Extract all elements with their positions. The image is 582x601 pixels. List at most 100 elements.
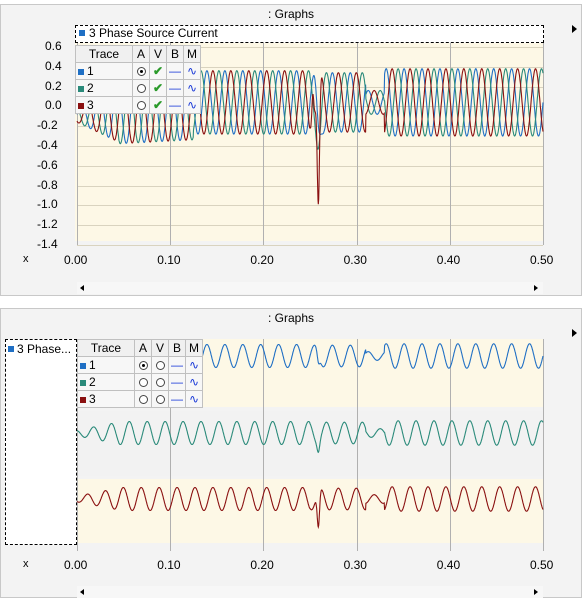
x-tick-label: 0.00 <box>64 558 88 572</box>
grid-line-h <box>77 185 543 187</box>
wave-icon[interactable]: ∿ <box>186 98 198 112</box>
grid-line-h <box>77 205 543 207</box>
trace-color-swatch <box>80 379 86 386</box>
trace-label: 1 <box>89 358 96 372</box>
grid-line-h <box>77 47 543 48</box>
y-tick-label: -0.2 <box>37 118 58 133</box>
phase-2-strip-trace <box>76 420 544 454</box>
trace-row[interactable]: 3 ✔ — ∿ <box>75 96 201 114</box>
x-axis-label: x <box>23 558 29 570</box>
x-tick-label: 0.40 <box>436 558 461 572</box>
trace-label: 3 <box>89 392 96 406</box>
trace-row[interactable]: 1 ✔ — ∿ <box>75 62 201 80</box>
trace-table: Trace A V B M 1 — ∿ 2 — ∿ 3 — ∿ <box>77 339 203 408</box>
scroll-left-icon[interactable] <box>80 589 84 595</box>
dash-icon[interactable]: — <box>169 64 181 78</box>
legend-title[interactable]: 3 Phase Source Current <box>89 26 218 40</box>
horizontal-scrollbar[interactable] <box>77 586 543 598</box>
a-header: A <box>134 339 152 357</box>
y-tick-label: 0.4 <box>45 58 62 73</box>
horizontal-scrollbar[interactable] <box>77 282 543 294</box>
trace-label: 2 <box>87 81 94 95</box>
trace-table: Trace A V B M 1 ✔ — ∿ 2 ✔ — ∿ 3 ✔ — ∿ <box>75 45 201 114</box>
y-tick-label: 0.2 <box>45 78 62 93</box>
x-tick-label: 0.00 <box>64 253 88 267</box>
x-tick-label: 0.10 <box>157 253 181 267</box>
b-header: B <box>168 339 186 357</box>
grid-line-v <box>356 43 358 245</box>
y-tick-label: -1.2 <box>37 217 58 232</box>
visible-radio[interactable] <box>155 395 165 405</box>
active-radio[interactable] <box>138 361 148 371</box>
trace-header: Trace <box>77 339 135 357</box>
grid-line-v <box>77 339 78 551</box>
check-icon[interactable]: ✔ <box>152 81 164 95</box>
dash-icon[interactable]: — <box>169 81 181 95</box>
panel-title: : Graphs <box>267 7 315 21</box>
v-header: V <box>149 45 167 63</box>
grid-line-v <box>170 339 172 551</box>
legend-box[interactable] <box>5 339 77 545</box>
trace-color-swatch <box>80 396 86 403</box>
play-icon[interactable] <box>572 329 577 337</box>
y-tick-label: 0.6 <box>45 39 62 53</box>
active-radio[interactable] <box>138 395 148 405</box>
trace-label: 2 <box>89 375 96 389</box>
x-tick-label: 0.50 <box>530 253 554 267</box>
scroll-left-icon[interactable] <box>80 285 84 291</box>
legend-box[interactable] <box>75 25 544 43</box>
trace-color-swatch <box>78 68 84 75</box>
dash-icon[interactable]: — <box>171 375 183 389</box>
wave-icon[interactable]: ∿ <box>186 81 198 95</box>
legend-title[interactable]: 3 Phase... <box>17 342 72 356</box>
graph-panel-bottom: : Graphs 3 Phase... x 0.00 0.10 0.20 0.30 0.… <box>0 308 582 598</box>
grid-line-h <box>77 245 543 246</box>
trace-row[interactable]: 1 — ∿ <box>77 356 203 374</box>
dash-icon[interactable]: — <box>171 392 183 406</box>
grid-line-h <box>77 165 543 167</box>
visible-radio[interactable] <box>155 378 165 388</box>
trace-color-swatch <box>78 102 84 109</box>
b-header: B <box>166 45 184 63</box>
wave-icon[interactable]: ∿ <box>188 392 200 406</box>
graph-panel-top: : Graphs 3 Phase Source Current 0.6 0.4 0.… <box>0 4 582 296</box>
active-radio[interactable] <box>136 101 146 111</box>
phase-3-strip-trace <box>76 486 544 530</box>
grid-line-v <box>356 339 358 551</box>
visible-radio[interactable] <box>155 361 165 371</box>
trace-color-swatch <box>78 85 84 92</box>
y-tick-label: -0.6 <box>37 157 58 172</box>
dash-icon[interactable]: — <box>171 358 183 372</box>
grid-line-v <box>170 43 172 245</box>
trace-color-swatch <box>80 362 86 369</box>
x-tick-label: 0.40 <box>436 253 461 267</box>
active-radio[interactable] <box>138 378 148 388</box>
x-tick-label: 0.20 <box>250 253 274 267</box>
trace-row[interactable]: 3 — ∿ <box>77 390 203 408</box>
trace-label: 3 <box>87 98 94 112</box>
wave-icon[interactable]: ∿ <box>188 358 200 372</box>
trace-row[interactable]: 2 ✔ — ∿ <box>75 79 201 97</box>
trace-header: Trace <box>75 45 133 63</box>
v-header: V <box>151 339 169 357</box>
x-tick-label: 0.20 <box>250 558 274 572</box>
play-icon[interactable] <box>572 25 577 33</box>
grid-line-v <box>263 43 265 245</box>
grid-line-v <box>543 339 544 551</box>
scroll-right-icon[interactable] <box>534 589 538 595</box>
x-axis-label: x <box>23 253 29 265</box>
scroll-right-icon[interactable] <box>534 285 538 291</box>
grid-line-h <box>77 66 543 68</box>
active-radio[interactable] <box>136 67 146 77</box>
y-tick-label: 0.0 <box>45 98 62 113</box>
wave-icon[interactable]: ∿ <box>188 375 200 389</box>
active-radio[interactable] <box>136 84 146 94</box>
panel-title: : Graphs <box>267 311 315 325</box>
trace-row[interactable]: 2 — ∿ <box>77 373 203 391</box>
check-icon[interactable]: ✔ <box>152 64 164 78</box>
dash-icon[interactable]: — <box>169 98 181 112</box>
check-icon[interactable]: ✔ <box>152 98 164 112</box>
x-tick-label: 0.10 <box>157 558 181 572</box>
grid-line-v <box>77 43 78 245</box>
wave-icon[interactable]: ∿ <box>186 64 198 78</box>
